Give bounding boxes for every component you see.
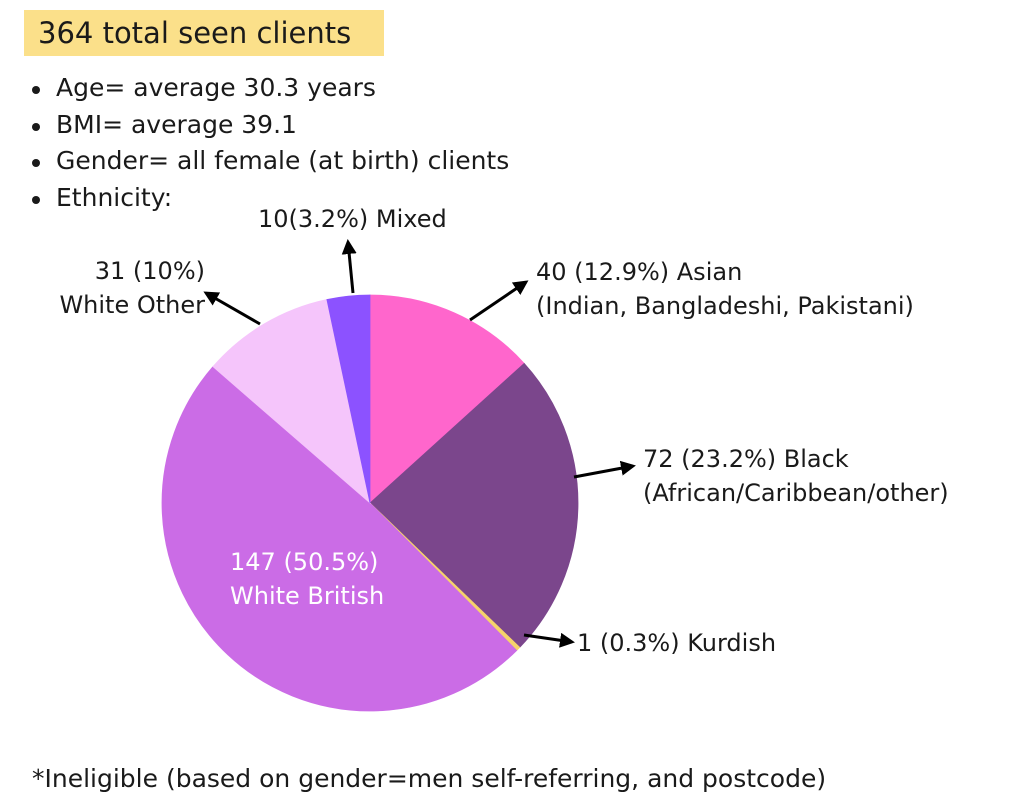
pie-slice-white-british (161, 366, 518, 712)
slice-label-line: White British (230, 582, 384, 610)
callout-arrow-black (573, 460, 636, 479)
pie-slice-asian (369, 294, 525, 504)
stat-ethnicity: Ethnicity: (30, 180, 509, 217)
slice-label-line: 72 (23.2%) Black (643, 445, 849, 473)
stat-gender: Gender= all female (at birth) clients (30, 143, 509, 180)
slice-label-asian: 40 (12.9%) Asian (Indian, Bangladeshi, Pa… (536, 258, 914, 320)
pie-slice-mixed (326, 294, 371, 504)
callout-arrow-mixed (341, 239, 357, 294)
callout-arrow-white-other (203, 291, 261, 326)
slice-label-line: (African/Caribbean/other) (643, 479, 949, 507)
slice-label-line: 31 (10%) (95, 257, 205, 285)
ineligible-footnote: *Ineligible (based on gender=men self-re… (32, 764, 827, 793)
slice-label-line: White Other (59, 291, 205, 319)
slice-label-line: 147 (50.5%) (230, 548, 378, 576)
slice-label-kurdish: 1 (0.3%) Kurdish (577, 629, 776, 657)
stat-bmi: BMI= average 39.1 (30, 107, 509, 144)
slice-label-mixed: 10(3.2%) Mixed (258, 205, 447, 233)
stats-list: Age= average 30.3 years BMI= average 39.… (30, 70, 509, 216)
callout-arrow-asian (469, 280, 529, 322)
pie-slice-white-other (212, 299, 371, 505)
stat-age: Age= average 30.3 years (30, 70, 509, 107)
slice-label-white-other: 31 (10%) White Other (59, 257, 205, 319)
slice-label-white-british: 147 (50.5%) White British (230, 548, 384, 610)
slice-label-line: 40 (12.9%) Asian (536, 258, 742, 286)
slice-label-line: (Indian, Bangladeshi, Pakistani) (536, 292, 914, 320)
pie-slice-black (369, 362, 579, 648)
slice-label-line: 1 (0.3%) Kurdish (577, 629, 776, 657)
slice-label-black: 72 (23.2%) Black (African/Caribbean/other… (643, 445, 949, 507)
slice-label-line: 10(3.2%) Mixed (258, 205, 447, 233)
callout-arrow-kurdish (523, 632, 575, 648)
headline-banner: 364 total seen clients (24, 10, 384, 56)
